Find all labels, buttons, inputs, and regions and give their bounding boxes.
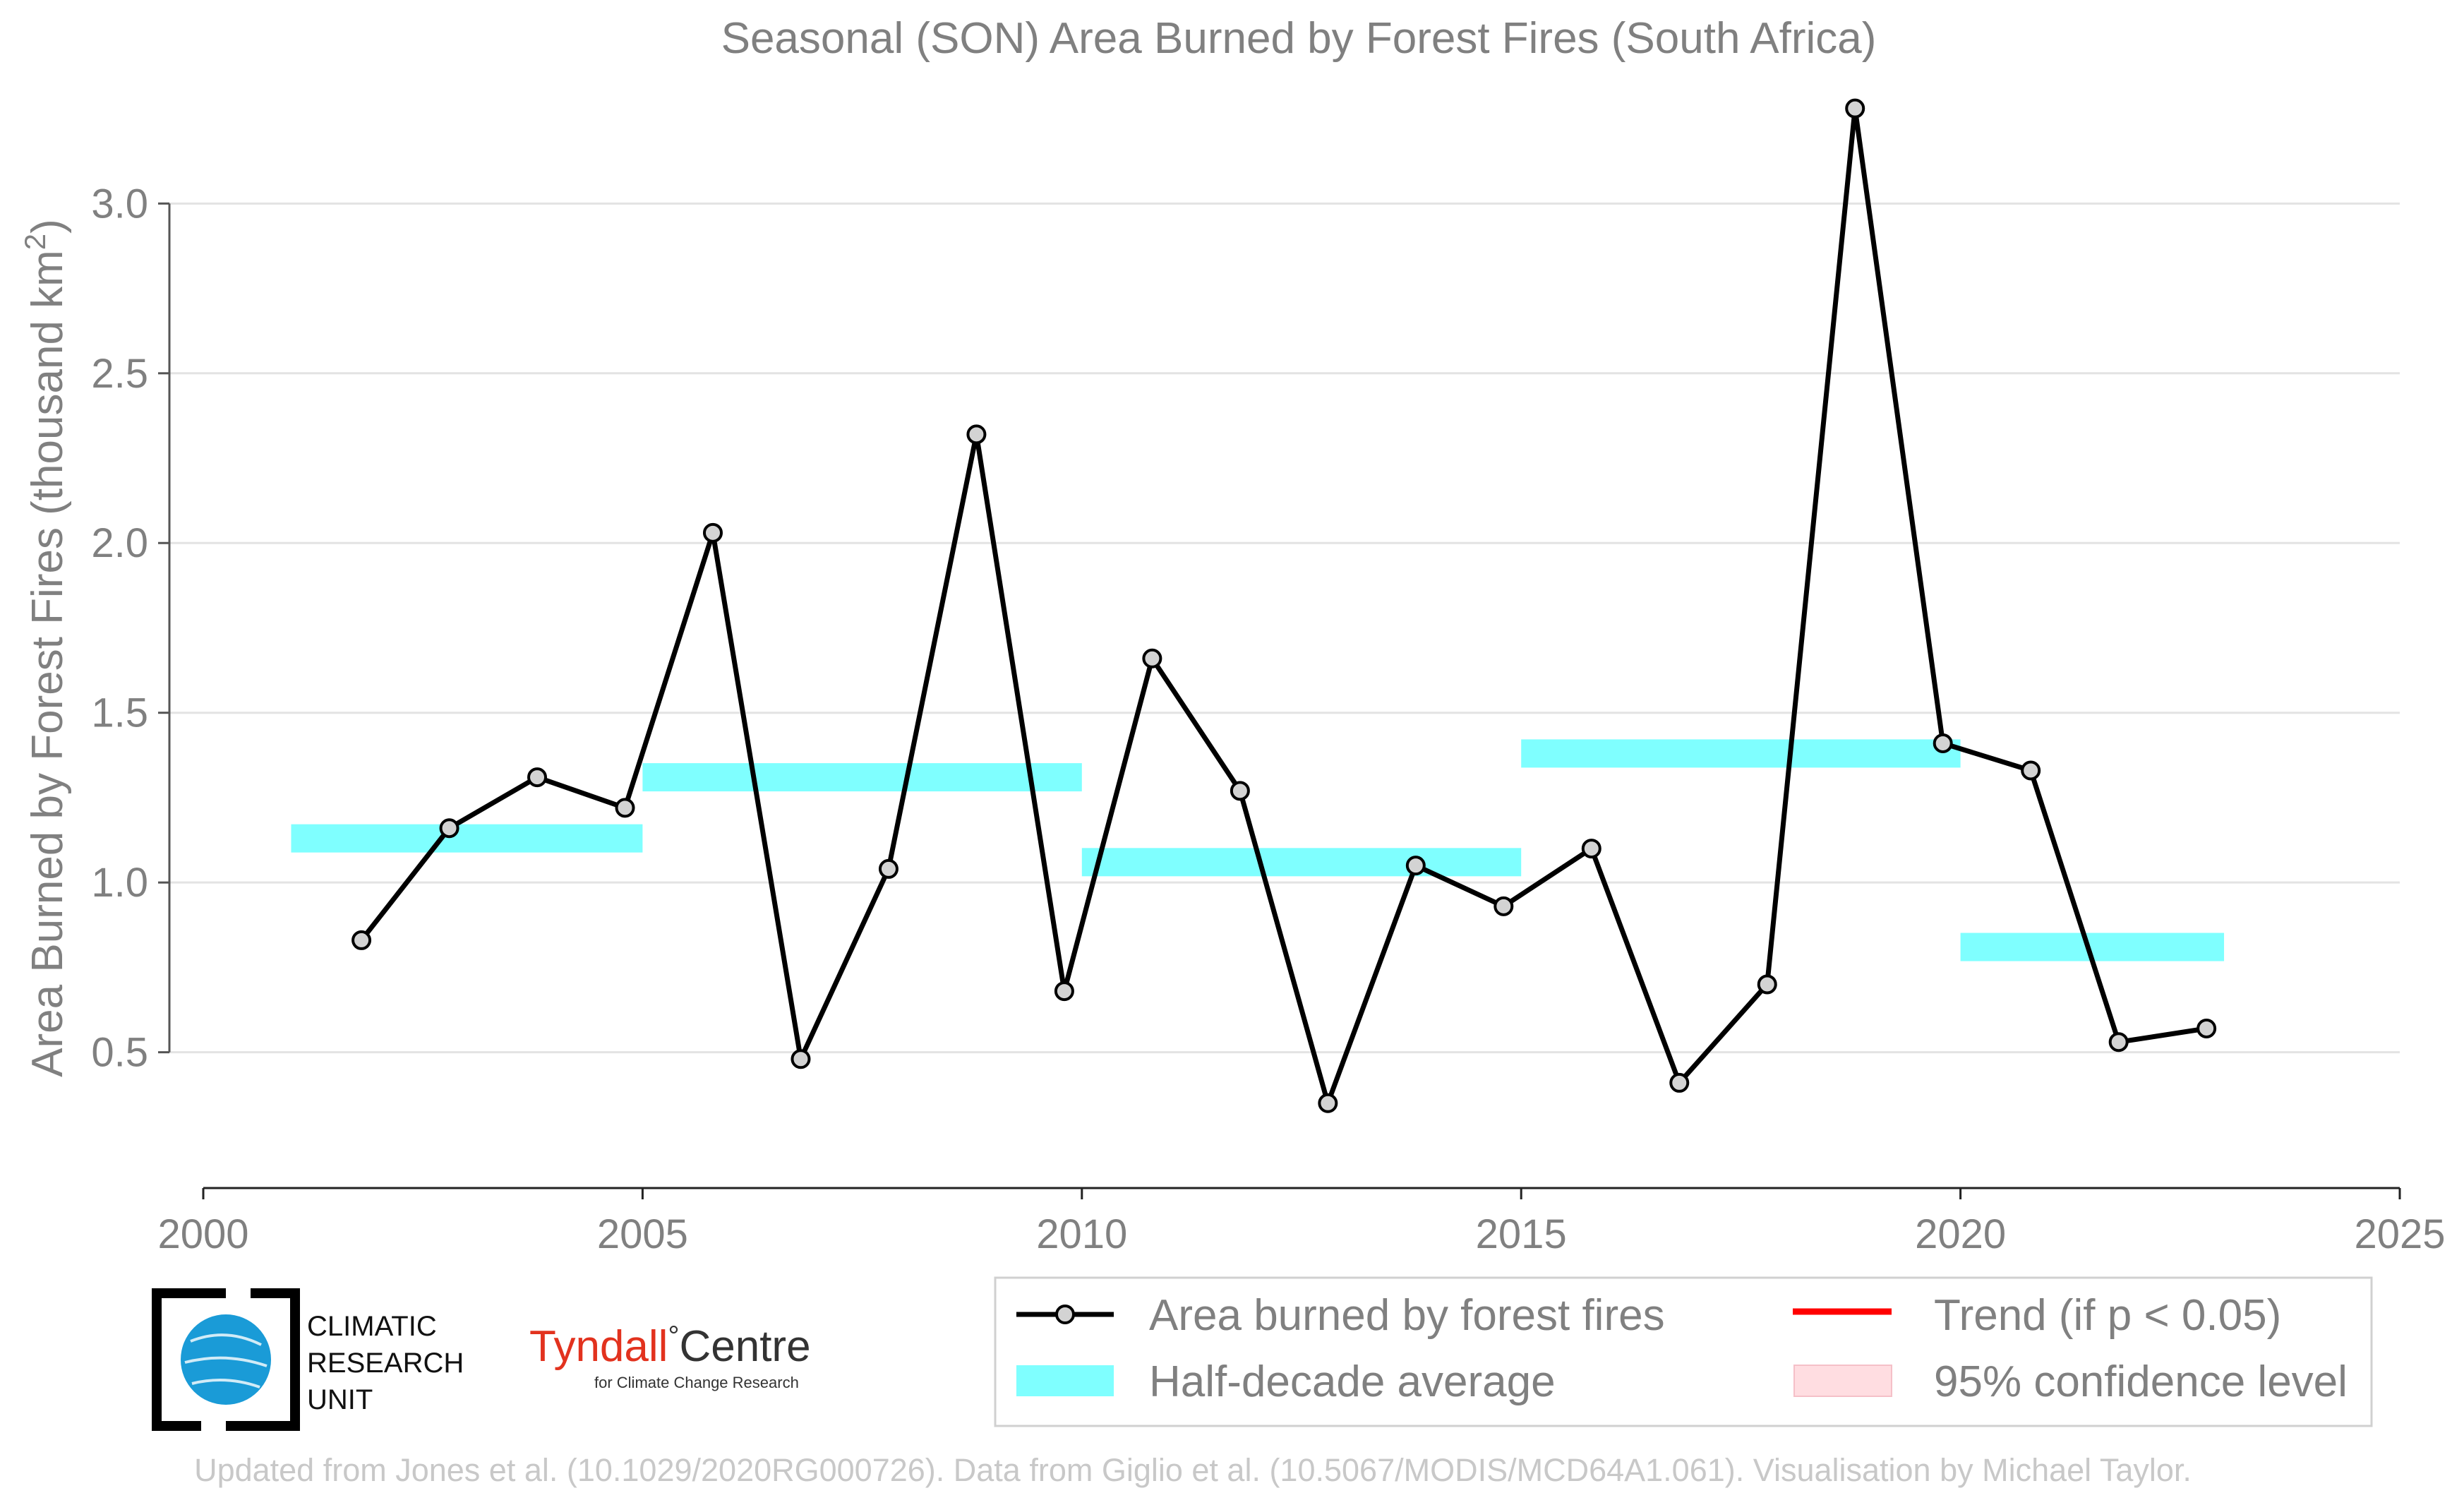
x-tick-label: 2025: [2354, 1211, 2445, 1257]
x-tick-label: 2020: [1915, 1211, 2006, 1257]
data-point: [1845, 98, 1865, 119]
data-point: [527, 767, 548, 788]
y-axis-label-end: ): [23, 219, 72, 234]
y-axis: 0.5 1.0 1.5 2.0 2.5 3.0: [91, 181, 171, 1076]
half-decade-band: [1081, 848, 1522, 877]
legend-half-decade-symbol: [1016, 1365, 1114, 1396]
data-point: [1230, 781, 1250, 801]
legend-confidence-symbol: [1793, 1365, 1892, 1397]
series-area-burned: [351, 98, 2217, 1113]
y-axis-label-superscript: 2: [18, 234, 52, 250]
x-tick-label: 2010: [1036, 1211, 1127, 1257]
y-tick-label: 3.0: [91, 181, 148, 227]
cru-logo-line-1: CLIMATIC: [307, 1311, 437, 1342]
gridlines: [169, 202, 2400, 1054]
data-point: [2108, 1032, 2129, 1053]
half-decade-average-bands: [291, 739, 2225, 961]
data-point: [702, 522, 723, 543]
x-axis: 2000 2005 2010 2015 2020 2025: [157, 1187, 2446, 1257]
data-point: [791, 1049, 811, 1069]
globe-lines-icon: [184, 1333, 268, 1389]
half-decade-band: [291, 824, 643, 853]
data-point: [1669, 1072, 1690, 1093]
y-tick-label: 2.0: [91, 520, 148, 566]
legend-item-area-burned: Area burned by forest fires: [1149, 1291, 1665, 1340]
data-point: [1142, 648, 1162, 668]
legend-item-confidence: 95% confidence level: [1934, 1357, 2348, 1406]
data-point: [351, 930, 372, 950]
y-axis-label: Area Burned by Forest Fires (thousand km…: [18, 219, 72, 1077]
legend-box: [994, 1276, 2373, 1427]
legend-item-half-decade: Half-decade average: [1149, 1357, 1556, 1406]
x-tick-label: 2005: [597, 1211, 688, 1257]
series-line: [359, 106, 2207, 1106]
cru-bracket-right: [226, 1288, 300, 1431]
data-point: [439, 818, 459, 839]
cru-logo-line-2: RESEARCH: [307, 1348, 464, 1379]
data-point: [1933, 733, 1953, 753]
cru-logo: CLIMATIC RESEARCH UNIT: [152, 1288, 464, 1431]
tyndall-logo-wordmark: Tyndall°Centre: [529, 1321, 811, 1371]
tyndall-logo: Tyndall°Centre for Climate Change Resear…: [529, 1321, 811, 1391]
y-tick-label: 1.0: [91, 860, 148, 906]
data-point: [878, 858, 899, 879]
data-point: [966, 424, 987, 445]
y-tick-label: 1.5: [91, 690, 148, 736]
x-tick-label: 2000: [157, 1211, 248, 1257]
data-point: [2196, 1018, 2217, 1038]
data-point: [1757, 974, 1777, 995]
data-point: [1054, 981, 1074, 1002]
tyndall-logo-degree: °: [668, 1321, 679, 1352]
tyndall-logo-centre: Centre: [679, 1322, 810, 1371]
data-point: [1494, 896, 1514, 916]
data-point: [1318, 1093, 1338, 1113]
data-point: [1581, 839, 1601, 859]
y-axis-label-main: Area Burned by Forest Fires (thousand km: [23, 250, 72, 1077]
y-tick-label: 0.5: [91, 1030, 148, 1076]
data-point: [1405, 856, 1426, 876]
footer-credit: Updated from Jones et al. (10.1029/2020R…: [194, 1452, 2192, 1488]
x-tick-label: 2015: [1476, 1211, 1567, 1257]
tyndall-logo-subtitle: for Climate Change Research: [594, 1374, 799, 1391]
legend-marker-symbol: [1055, 1305, 1075, 1324]
tyndall-logo-name: Tyndall: [529, 1322, 668, 1371]
half-decade-band: [1521, 739, 1961, 768]
cru-bracket-left: [152, 1288, 226, 1431]
data-point: [2021, 760, 2041, 781]
legend-item-trend: Trend (if p < 0.05): [1934, 1291, 2281, 1340]
data-point: [615, 798, 635, 818]
chart-title: Seasonal (SON) Area Burned by Forest Fir…: [721, 14, 1877, 63]
cru-logo-line-3: UNIT: [307, 1384, 373, 1415]
y-tick-label: 2.5: [91, 351, 148, 397]
legend: Area burned by forest fires Trend (if p …: [994, 1276, 2373, 1427]
half-decade-band: [642, 763, 1082, 792]
